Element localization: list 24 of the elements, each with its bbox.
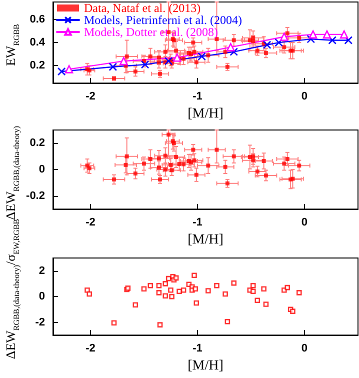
x-axis-title: [M/H] [188, 358, 224, 374]
y-tick-label: -2 [35, 316, 45, 328]
x-tick-label: -1 [192, 342, 202, 355]
y-tick-label: 0 [38, 290, 45, 303]
y-tick-label: 2 [38, 264, 45, 277]
x-tick-label: -2 [86, 90, 96, 103]
x-tick-label: -2 [86, 342, 96, 355]
x-tick-label: -1 [192, 216, 202, 229]
y-tick-label: 0 [38, 164, 45, 176]
y-tick-label: 0.2 [30, 137, 45, 150]
x-tick-label: 0 [301, 342, 308, 355]
legend-label: Models, Dotter et al. (2008) [84, 25, 218, 39]
x-tick-label: 0 [301, 90, 308, 103]
x-axis-title: [M/H] [188, 106, 224, 122]
x-axis-title: [M/H] [188, 232, 224, 248]
y-tick-label: 0.2 [30, 60, 45, 72]
y-tick-label: 0.4 [30, 36, 46, 49]
x-tick-label: -1 [192, 90, 202, 103]
x-tick-label: -2 [86, 216, 96, 229]
y-tick-label: -0.2 [26, 190, 45, 202]
y-tick-label: 0.6 [30, 13, 45, 26]
legend-label: Data, Nataf et al. (2013) [84, 1, 201, 15]
legend-label: Models, Pietrinferni et al. (2004) [84, 13, 242, 27]
x-tick-label: 0 [301, 216, 308, 229]
